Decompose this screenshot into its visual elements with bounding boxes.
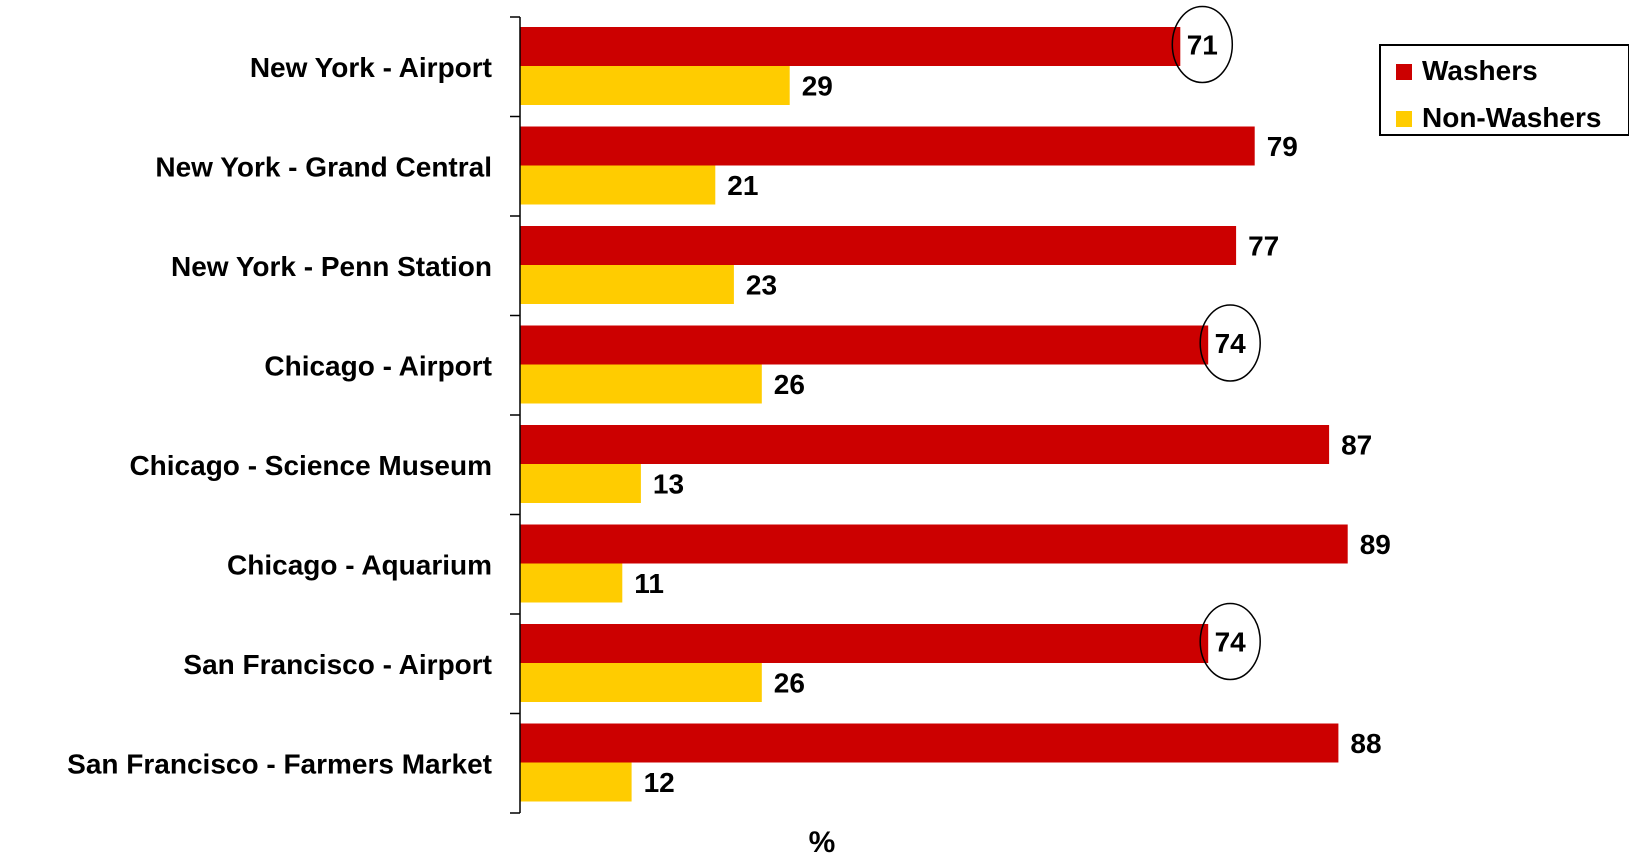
data-label: 88	[1350, 728, 1381, 759]
data-label: 21	[727, 170, 758, 201]
bar-washers	[520, 126, 1255, 166]
category-label: Chicago - Aquarium	[227, 549, 492, 580]
data-label: 26	[774, 668, 805, 699]
bar-washers	[520, 325, 1209, 365]
category-label: San Francisco - Farmers Market	[67, 748, 492, 779]
category-label: New York - Grand Central	[155, 151, 492, 182]
bar-non-washers	[520, 265, 734, 304]
highlight-circle	[1171, 5, 1234, 84]
category-label: New York - Airport	[250, 52, 492, 83]
highlight-circle	[1199, 602, 1261, 681]
x-axis-title: %	[809, 826, 836, 859]
bar-washers	[520, 226, 1237, 265]
plot-area: New York - Airport 71 29 New York - Grand C…	[67, 5, 1391, 814]
data-label: 13	[653, 469, 684, 500]
bar-washers	[520, 27, 1181, 66]
data-label: 23	[746, 270, 777, 301]
legend-label: Washers	[1422, 55, 1538, 86]
bar-washers	[520, 524, 1348, 564]
data-label: 79	[1267, 131, 1298, 162]
bar-non-washers	[520, 364, 762, 404]
legend-label: Non-Washers	[1422, 102, 1601, 133]
data-label: 71	[1187, 30, 1218, 61]
bar-non-washers	[520, 663, 762, 702]
category-label: Chicago - Science Museum	[129, 450, 492, 481]
bar-non-washers	[520, 563, 623, 603]
legend-swatch	[1396, 111, 1412, 127]
bar-non-washers	[520, 464, 641, 503]
data-label: 89	[1360, 529, 1391, 560]
bar-washers	[520, 723, 1339, 763]
data-label: 11	[634, 568, 664, 599]
category-label: San Francisco - Airport	[183, 649, 492, 680]
data-label: 29	[802, 71, 833, 102]
category-label: New York - Penn Station	[171, 251, 492, 282]
legend: Washers Non-Washers	[1379, 44, 1629, 136]
bar-non-washers	[520, 762, 632, 802]
data-label: 26	[774, 369, 805, 400]
highlight-circle	[1199, 304, 1261, 382]
data-label: 87	[1341, 430, 1372, 461]
data-label: 74	[1215, 328, 1247, 359]
bar-non-washers	[520, 66, 790, 105]
data-label: 77	[1248, 231, 1279, 262]
data-label: 74	[1215, 627, 1247, 658]
legend-swatch	[1396, 64, 1412, 80]
bar-washers	[520, 425, 1330, 464]
bar-washers	[520, 624, 1209, 663]
bar-non-washers	[520, 165, 716, 205]
data-label: 12	[644, 767, 675, 798]
legend-box	[1379, 44, 1629, 136]
category-label: Chicago - Airport	[264, 350, 492, 381]
